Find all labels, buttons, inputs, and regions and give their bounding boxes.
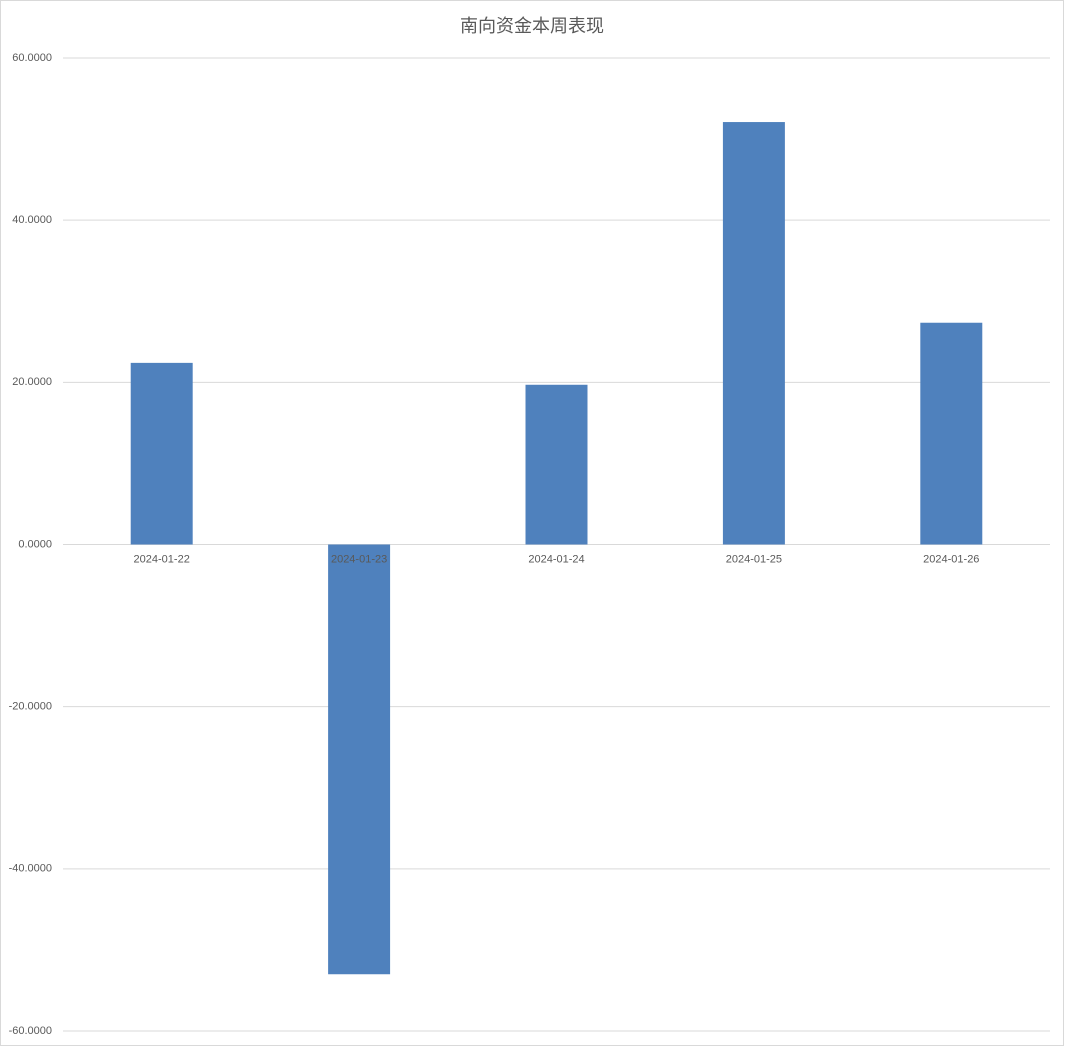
y-tick-label: 40.0000 bbox=[12, 214, 52, 226]
x-tick-label: 2024-01-23 bbox=[331, 553, 387, 565]
y-tick-label: -60.0000 bbox=[9, 1025, 52, 1037]
y-tick-label: 0.0000 bbox=[18, 538, 52, 550]
bar bbox=[722, 122, 785, 545]
x-tick-label: 2024-01-26 bbox=[923, 553, 979, 565]
bar bbox=[920, 322, 983, 545]
bar bbox=[525, 384, 588, 545]
x-tick-label: 2024-01-25 bbox=[726, 553, 782, 565]
bar bbox=[328, 544, 391, 975]
x-tick-label: 2024-01-22 bbox=[134, 553, 190, 565]
x-tick-label: 2024-01-24 bbox=[528, 553, 584, 565]
bar bbox=[130, 362, 193, 545]
y-tick-label: -20.0000 bbox=[9, 701, 52, 713]
y-tick-label: -40.0000 bbox=[9, 863, 52, 875]
chart-title: 南向资金本周表现 bbox=[460, 16, 604, 36]
y-tick-label: 20.0000 bbox=[12, 376, 52, 388]
y-tick-label: 60.0000 bbox=[12, 52, 52, 64]
